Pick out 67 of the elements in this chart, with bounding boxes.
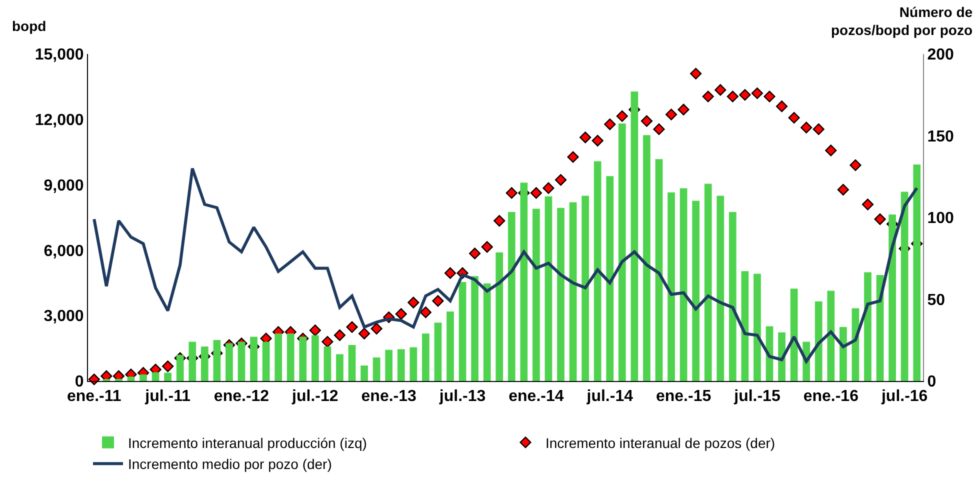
bar bbox=[864, 272, 872, 381]
bar bbox=[643, 135, 650, 381]
y2-tick-label: 0 bbox=[927, 374, 936, 391]
bar bbox=[814, 301, 822, 381]
y-tick-label: 3,000 bbox=[44, 308, 84, 326]
bar bbox=[778, 332, 786, 381]
bar bbox=[655, 159, 663, 381]
legend-label: Incremento medio por pozo (der) bbox=[128, 456, 332, 472]
bar bbox=[704, 184, 712, 381]
bar bbox=[741, 271, 749, 381]
y-tick-label: 6,000 bbox=[44, 242, 84, 260]
legend-label: Incremento interanual producción (izq) bbox=[128, 434, 367, 451]
bar bbox=[360, 366, 368, 381]
bar bbox=[372, 357, 380, 381]
bar bbox=[410, 347, 418, 381]
bar bbox=[496, 252, 504, 381]
x-tick-label: ene.-13 bbox=[361, 388, 417, 406]
line-series bbox=[92, 166, 918, 363]
bar bbox=[471, 276, 478, 381]
x-tick-label: jul.-14 bbox=[586, 388, 634, 406]
bar bbox=[422, 333, 430, 381]
bar bbox=[594, 161, 602, 381]
bar bbox=[716, 196, 724, 381]
x-tick-label: ene.-14 bbox=[508, 388, 564, 406]
bar bbox=[680, 188, 688, 381]
x-tick-label: ene.-16 bbox=[803, 388, 859, 406]
bar bbox=[348, 345, 356, 381]
bar bbox=[508, 212, 516, 381]
bar bbox=[754, 274, 761, 381]
y-tick-label: 9,000 bbox=[44, 177, 84, 194]
bar bbox=[790, 288, 798, 381]
bar bbox=[606, 176, 614, 381]
bar bbox=[840, 326, 847, 381]
bar bbox=[446, 311, 454, 381]
y-tick-label: 12,000 bbox=[34, 112, 84, 129]
bar bbox=[692, 200, 700, 381]
legend-label: Incremento interanual de pozos (der) bbox=[546, 434, 776, 451]
y2-tick-label: 100 bbox=[927, 210, 954, 228]
bar bbox=[827, 290, 835, 381]
bar bbox=[483, 283, 491, 381]
bar bbox=[397, 349, 405, 381]
x-tick-label: ene.-12 bbox=[214, 388, 270, 406]
x-tick-label: jul.-15 bbox=[733, 388, 780, 406]
y2-axis-title: Número de pozos/bopd por pozo bbox=[831, 4, 973, 38]
y2-tick-label: 150 bbox=[927, 128, 954, 146]
bar bbox=[458, 282, 466, 381]
bar bbox=[544, 196, 552, 381]
bar bbox=[668, 192, 675, 381]
x-tick-label: jul.-12 bbox=[291, 388, 338, 406]
bar bbox=[336, 354, 344, 381]
x-tick-label: ene.-11 bbox=[67, 388, 122, 406]
x-tick-label: jul.-13 bbox=[438, 388, 486, 406]
y-axis-title: bopd bbox=[12, 18, 46, 34]
x-tick-label: ene.-15 bbox=[656, 388, 712, 406]
bar bbox=[385, 350, 393, 381]
y2-tick-label: 50 bbox=[927, 292, 946, 309]
bar bbox=[557, 208, 564, 381]
bar bbox=[569, 202, 577, 381]
y-tick-label: 0 bbox=[74, 374, 84, 391]
bar bbox=[532, 208, 540, 381]
x-tick-label: jul.-11 bbox=[144, 388, 191, 406]
bar bbox=[582, 196, 589, 381]
y-tick-label: 15,000 bbox=[34, 46, 84, 64]
bar bbox=[434, 322, 442, 381]
bar bbox=[728, 212, 736, 381]
x-tick-label: jul.-16 bbox=[880, 388, 928, 406]
y2-tick-label: 200 bbox=[927, 46, 954, 64]
